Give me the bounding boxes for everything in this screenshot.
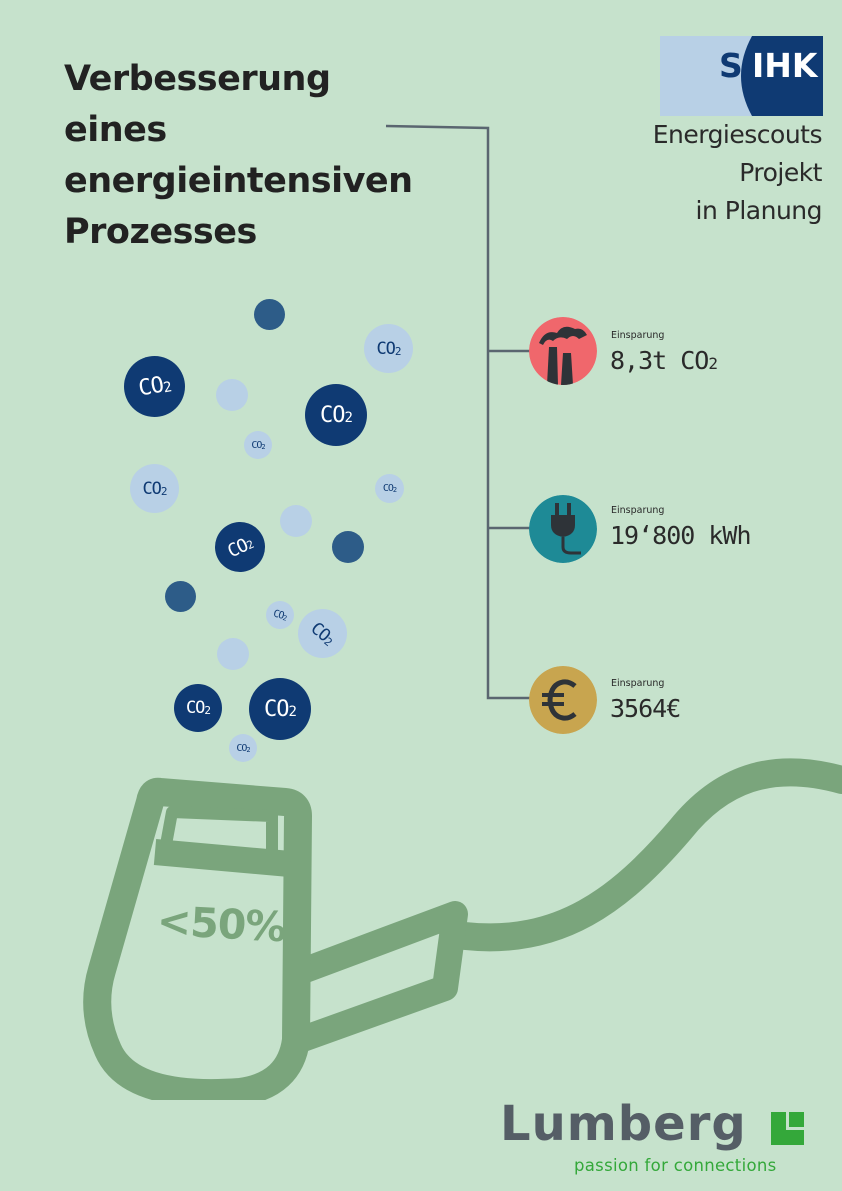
plug-icon (529, 495, 597, 563)
project-status: Energiescouts Projekt in Planung (652, 116, 823, 230)
percent-label: <50% (155, 896, 287, 952)
co2-label: CO (264, 696, 289, 722)
factory-icon (529, 317, 597, 385)
lumberg-logo-icon (771, 1112, 804, 1145)
title-line: eines (64, 110, 167, 150)
co2-bubble (280, 505, 312, 537)
co2-label: CO (142, 478, 162, 499)
ihk-logo (660, 36, 823, 116)
stat-caption: Einsparung (611, 505, 665, 516)
co2-savings-text: 8,3t CO (610, 346, 709, 375)
lumberg-wordmark: Lumberg (500, 1096, 747, 1152)
co2-bubble: CO 2 (305, 384, 367, 446)
ihk-logo-text: IHK (752, 46, 818, 85)
co2-label: CO (236, 742, 247, 754)
co2-label: CO (320, 402, 345, 428)
co2-bubble: CO 2 (375, 474, 404, 503)
project-line: Projekt (739, 158, 822, 187)
co2-bubble (254, 299, 285, 330)
euro-icon (529, 666, 597, 734)
co2-label: CO (185, 698, 206, 718)
co2-subscript: 2 (261, 442, 265, 451)
ihk-logo-s: S (719, 46, 743, 85)
project-line: in Planung (695, 196, 823, 225)
co2-subscript: 2 (288, 704, 298, 720)
co2-label: CO (376, 338, 396, 359)
co2-bubble (216, 379, 248, 411)
co2-label: CO (251, 439, 262, 451)
stat-caption: Einsparung (611, 678, 665, 689)
co2-label: CO (136, 372, 166, 402)
co2-subscript: 2 (392, 486, 397, 494)
co2-subscript: 2 (281, 613, 288, 623)
energy-savings-value: 19‘800 kWh (610, 521, 752, 550)
co2-bubble: CO 2 (364, 324, 413, 373)
title-line: energieintensiven (64, 161, 413, 201)
co2-subscript: 2 (162, 378, 173, 396)
stat-caption: Einsparung (611, 330, 665, 341)
co2-subscript: 2 (246, 745, 250, 754)
co2-label: CO (382, 483, 394, 494)
co2-subscript: 2 (160, 484, 168, 498)
co2-bubble (332, 531, 364, 563)
co2-bubble: CO 2 (229, 734, 257, 762)
lumberg-tagline: passion for connections (574, 1156, 777, 1175)
title-line: Prozesses (64, 212, 257, 252)
co2-subscript: 2 (394, 344, 402, 358)
co2-savings-value: 8,3t CO2 (610, 346, 718, 375)
co2-subscript: 2 (344, 410, 354, 426)
plug-illustration (83, 758, 842, 1100)
co2-bubble (217, 638, 249, 670)
co2-bubble: CO 2 (249, 678, 311, 740)
co2-subscript: 2 (204, 704, 211, 717)
cost-savings-value: 3564€ (610, 694, 681, 723)
co2-savings-subscript: 2 (708, 354, 718, 373)
page-title: Verbesserung eines energieintensiven Pro… (64, 54, 424, 258)
title-line: Verbesserung (64, 59, 331, 99)
co2-bubble (165, 581, 196, 612)
co2-bubble: CO 2 (174, 684, 222, 732)
co2-bubble: CO 2 (244, 431, 272, 459)
co2-bubble: CO 2 (130, 464, 179, 513)
project-line: Energiescouts (652, 120, 823, 149)
